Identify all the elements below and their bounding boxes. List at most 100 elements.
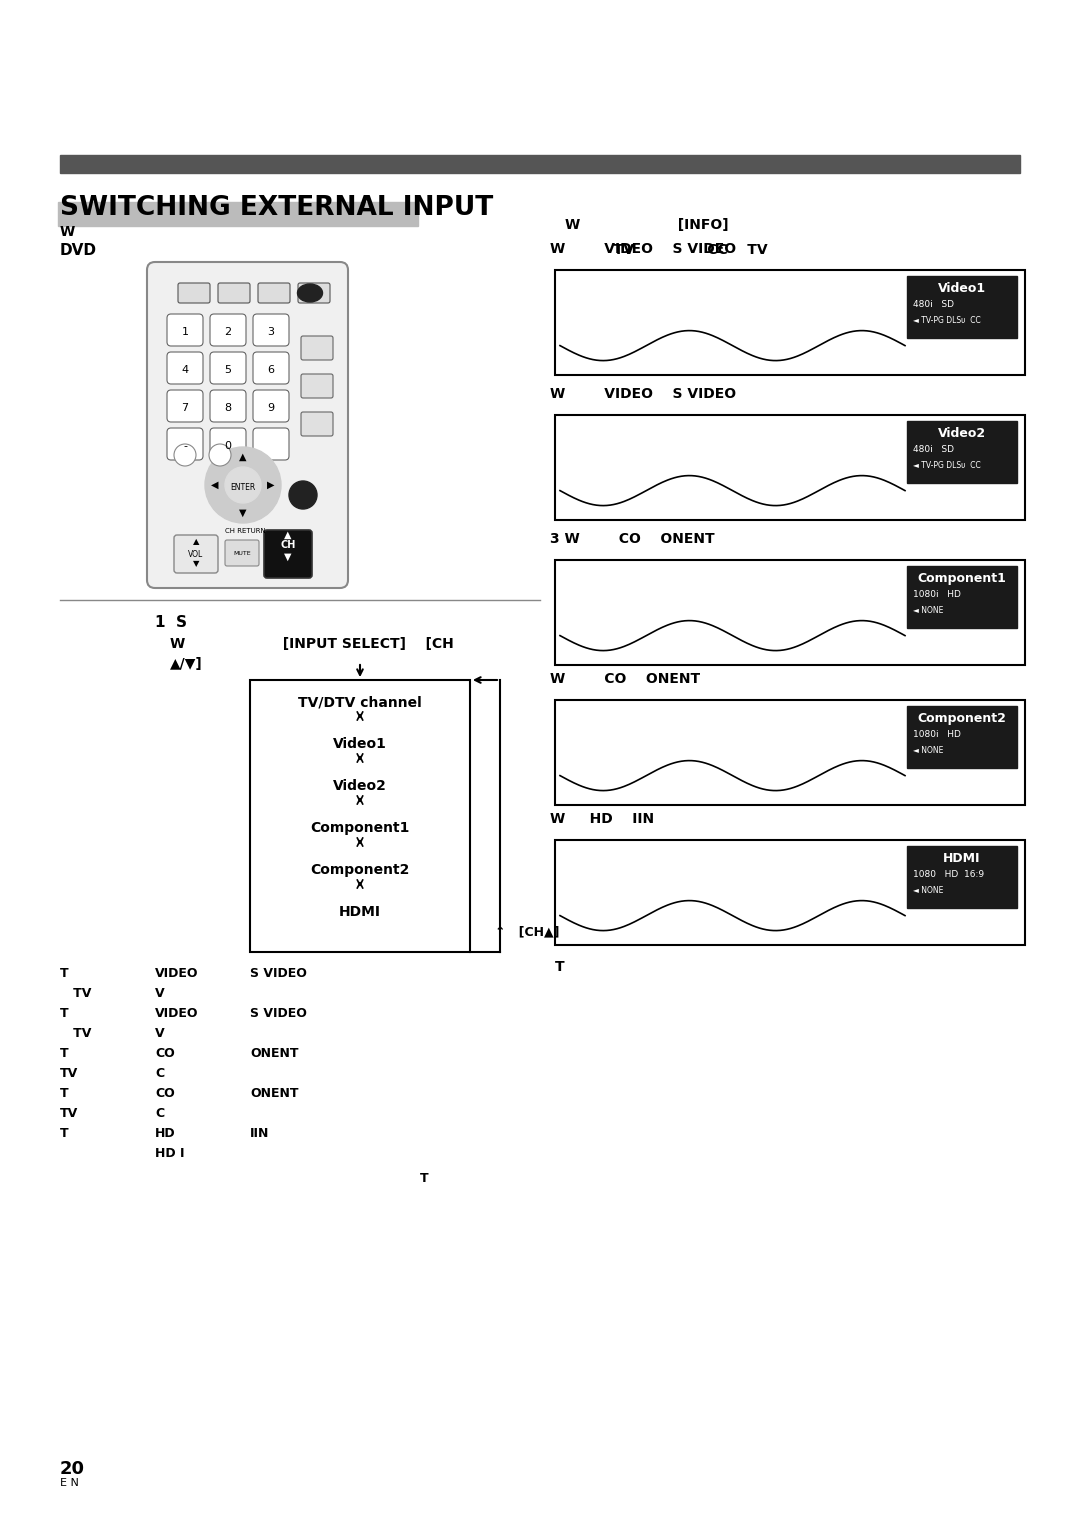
Text: 1080   HD  16:9: 1080 HD 16:9	[913, 869, 984, 879]
Text: 2: 2	[225, 327, 231, 338]
Text: V: V	[156, 1027, 164, 1041]
Text: 20: 20	[60, 1459, 85, 1478]
Text: 7: 7	[181, 403, 189, 413]
FancyBboxPatch shape	[210, 428, 246, 460]
Text: TV: TV	[60, 1106, 78, 1120]
Text: W                    [INFO]: W [INFO]	[565, 219, 729, 232]
Bar	[58, 202, 418, 226]
Text: Component2: Component2	[310, 863, 409, 877]
FancyBboxPatch shape	[210, 351, 246, 384]
Bar	[555, 840, 1025, 944]
Text: 1080i   HD: 1080i HD	[913, 729, 961, 738]
Text: 480i   SD: 480i SD	[913, 299, 954, 309]
Text: T: T	[60, 1047, 69, 1060]
FancyBboxPatch shape	[258, 283, 291, 303]
Text: VIDEO: VIDEO	[156, 967, 199, 979]
Circle shape	[174, 445, 195, 466]
Text: T: T	[60, 1128, 69, 1140]
Text: W        CO    ONENT: W CO ONENT	[550, 672, 700, 686]
Text: CO: CO	[156, 1086, 175, 1100]
Text: 5: 5	[225, 365, 231, 374]
Bar	[907, 422, 1017, 483]
Text: TV: TV	[60, 987, 92, 999]
Text: C: C	[156, 1106, 164, 1120]
FancyBboxPatch shape	[167, 351, 203, 384]
Text: 1: 1	[181, 327, 189, 338]
Text: HDMI: HDMI	[943, 851, 981, 865]
Text: Video2: Video2	[333, 779, 387, 793]
Text: VOL: VOL	[188, 550, 204, 559]
Bar	[555, 270, 1025, 374]
Text: E N: E N	[60, 1478, 79, 1488]
FancyBboxPatch shape	[253, 428, 289, 460]
FancyBboxPatch shape	[210, 313, 246, 345]
FancyBboxPatch shape	[218, 283, 249, 303]
Text: ◀: ◀	[212, 480, 219, 490]
FancyBboxPatch shape	[253, 390, 289, 422]
Text: HDMI: HDMI	[339, 905, 381, 918]
Text: S VIDEO: S VIDEO	[249, 1007, 307, 1021]
Text: ENTER: ENTER	[230, 483, 256, 492]
FancyBboxPatch shape	[301, 336, 333, 361]
FancyBboxPatch shape	[167, 390, 203, 422]
Text: 8: 8	[225, 403, 231, 413]
Ellipse shape	[297, 284, 323, 303]
Text: 3 W        CO    ONENT: 3 W CO ONENT	[550, 532, 715, 545]
Text: C: C	[156, 1067, 164, 1080]
Text: W     HD    IIN: W HD IIN	[550, 811, 654, 827]
Circle shape	[225, 468, 261, 503]
Text: ▲/▼]: ▲/▼]	[170, 657, 203, 671]
Bar	[907, 565, 1017, 628]
Text: T: T	[420, 1172, 429, 1186]
Text: Component2: Component2	[918, 712, 1007, 724]
FancyBboxPatch shape	[210, 390, 246, 422]
Text: TV/DTV channel: TV/DTV channel	[298, 695, 422, 709]
Text: CH: CH	[281, 539, 296, 550]
Text: ◄ TV-PG DLSυ  CC: ◄ TV-PG DLSυ CC	[913, 460, 981, 469]
Text: 3: 3	[268, 327, 274, 338]
Text: W                    [INPUT SELECT]    [CH: W [INPUT SELECT] [CH	[170, 637, 454, 651]
Text: ◄ NONE: ◄ NONE	[913, 746, 943, 755]
Text: CH RETURN: CH RETURN	[225, 529, 266, 533]
Text: ◄ NONE: ◄ NONE	[913, 605, 943, 614]
Text: ▲: ▲	[240, 452, 246, 461]
FancyBboxPatch shape	[253, 313, 289, 345]
FancyBboxPatch shape	[264, 530, 312, 578]
Text: CO: CO	[156, 1047, 175, 1060]
Text: 0: 0	[225, 442, 231, 451]
Circle shape	[289, 481, 318, 509]
Text: HD I: HD I	[156, 1148, 185, 1160]
FancyBboxPatch shape	[225, 539, 259, 565]
Text: -: -	[183, 442, 187, 451]
Bar	[907, 277, 1017, 338]
Text: 480i   SD: 480i SD	[913, 445, 954, 454]
Bar	[555, 559, 1025, 665]
Text: ◄ TV-PG DLSυ  CC: ◄ TV-PG DLSυ CC	[913, 315, 981, 324]
Text: ▼: ▼	[192, 559, 199, 568]
Text: 9: 9	[268, 403, 274, 413]
Text: T: T	[60, 967, 69, 979]
Circle shape	[205, 448, 281, 523]
Text: Video1: Video1	[937, 281, 986, 295]
Text: ▶: ▶	[267, 480, 274, 490]
Text: ▼: ▼	[240, 507, 246, 518]
Text: 6: 6	[268, 365, 274, 374]
Text: ↑   [CH▲]: ↑ [CH▲]	[495, 926, 559, 938]
Text: TV: TV	[60, 1027, 92, 1041]
Text: MUTE: MUTE	[233, 550, 251, 556]
Text: TV               CC    TV: TV CC TV	[565, 243, 768, 257]
Text: 4: 4	[181, 365, 189, 374]
Text: W        VIDEO    S VIDEO: W VIDEO S VIDEO	[550, 387, 737, 400]
FancyBboxPatch shape	[174, 535, 218, 573]
Text: V: V	[156, 987, 164, 999]
Bar	[60, 154, 1020, 173]
Circle shape	[210, 445, 231, 466]
Text: 1080i   HD: 1080i HD	[913, 590, 961, 599]
Text: S VIDEO: S VIDEO	[249, 967, 307, 979]
Text: ONENT: ONENT	[249, 1047, 298, 1060]
Text: DVD: DVD	[60, 243, 97, 258]
Text: T: T	[555, 960, 565, 973]
Text: ▲: ▲	[192, 538, 199, 547]
Text: Component1: Component1	[918, 571, 1007, 585]
Text: W: W	[60, 225, 76, 238]
